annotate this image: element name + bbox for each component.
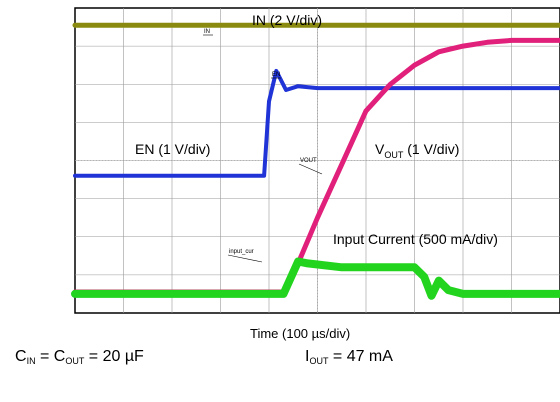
capacitance-note: CIN = COUT = 20 µF [15, 348, 144, 366]
cin-main: C [15, 348, 27, 365]
output-current-note: IOUT = 47 mA [305, 348, 393, 366]
label-vout-sub: OUT [384, 150, 404, 160]
iout-sub: OUT [309, 356, 329, 366]
waveform-traces [71, 22, 560, 300]
cin-sub: IN [26, 356, 36, 366]
label-vout-rest: (1 V/div) [403, 141, 459, 157]
plot-grid [75, 8, 560, 313]
probe-tag-vout-leader [298, 163, 323, 175]
label-en: EN (1 V/div) [135, 141, 210, 157]
probe-tag-input-cur-leader [227, 254, 263, 263]
probe-tag-input-cur: input_cur [229, 249, 254, 255]
cout-sub: OUT [65, 356, 85, 366]
probe-tag-vout: VOUT [300, 158, 317, 164]
probe-tag-in: IN [204, 29, 210, 35]
iout-value: = 47 mA [328, 348, 393, 365]
iout-main: I [305, 348, 310, 365]
cin-mid: = C [35, 348, 66, 365]
label-in: IN (2 V/div) [252, 12, 322, 28]
probe-tag-en: EN [272, 72, 280, 78]
label-vout-main: V [375, 141, 385, 157]
cap-value: = 20 µF [84, 348, 144, 365]
trace-input-cur [71, 257, 560, 300]
trace-en [73, 68, 560, 178]
label-input-current: Input Current (500 mA/div) [333, 231, 498, 247]
label-vout: VOUT (1 V/div) [375, 141, 459, 160]
time-axis-label: Time (100 µs/div) [250, 326, 351, 341]
